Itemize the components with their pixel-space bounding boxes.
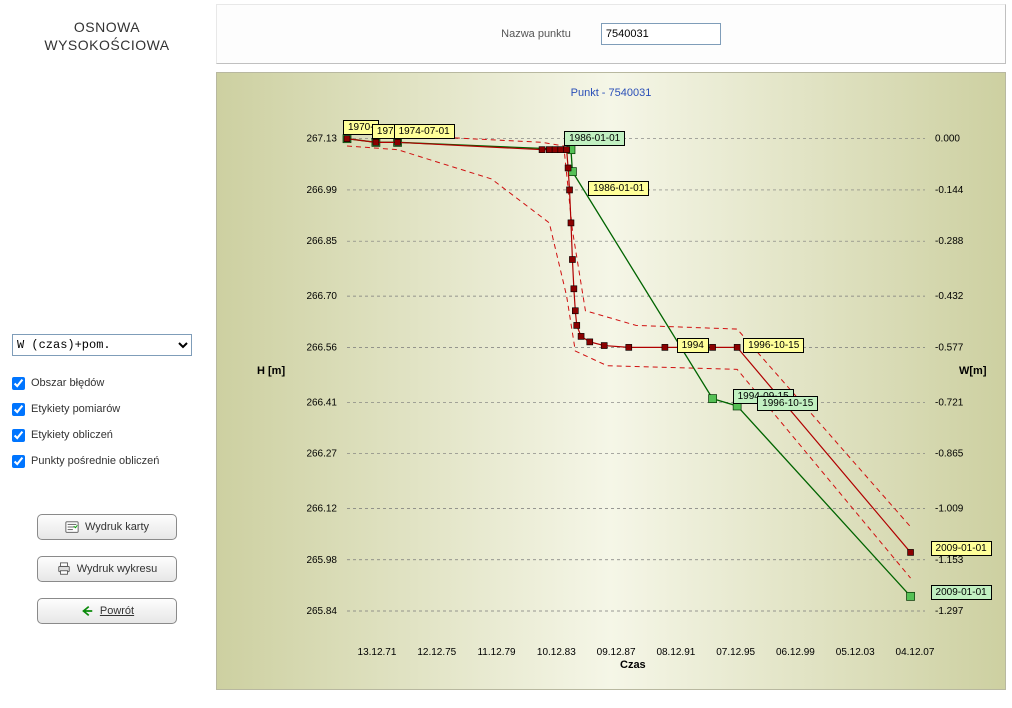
point-name-label: Nazwa punktu	[501, 28, 571, 40]
svg-text:-0.865: -0.865	[935, 449, 964, 460]
display-options: Obszar błędów Etykiety pomiarów Etykiety…	[12, 370, 202, 474]
x-axis-label: Czas	[620, 659, 646, 671]
svg-text:-0.577: -0.577	[935, 342, 964, 353]
svg-text:04.12.07: 04.12.07	[896, 647, 935, 658]
plot-area: 267.13 0.000 266.99 -0.144 266.85 -0.288 266.7…	[217, 107, 1005, 689]
card-icon	[65, 520, 79, 534]
printer-icon	[57, 562, 71, 576]
svg-text:265.84: 265.84	[306, 606, 337, 617]
svg-text:-0.432: -0.432	[935, 291, 964, 302]
svg-text:05.12.03: 05.12.03	[836, 647, 875, 658]
svg-text:-1.009: -1.009	[935, 503, 964, 514]
chart-svg: 267.13 0.000 266.99 -0.144 266.85 -0.288 266.7…	[217, 107, 1005, 689]
svg-text:266.85: 266.85	[306, 236, 337, 247]
svg-text:-0.288: -0.288	[935, 236, 964, 247]
print-chart-label: Wydruk wykresu	[77, 563, 158, 575]
header-panel: Nazwa punktu	[216, 4, 1006, 64]
check-error-area-label: Obszar błędów	[31, 377, 104, 389]
app-title-line1: OSNOWA	[12, 18, 202, 36]
svg-text:266.56: 266.56	[306, 342, 337, 353]
check-error-area-box[interactable]	[12, 377, 25, 390]
print-chart-button[interactable]: Wydruk wykresu	[37, 556, 177, 582]
sidebar-buttons: Wydruk karty Wydruk wykresu Powrót	[12, 514, 202, 624]
svg-text:-0.721: -0.721	[935, 397, 964, 408]
svg-text:12.12.75: 12.12.75	[417, 647, 456, 658]
check-measure-labels-label: Etykiety pomiarów	[31, 403, 120, 415]
sidebar: OSNOWA WYSOKOŚCIOWA W (czas)+pom. Obszar…	[0, 0, 210, 708]
svg-text:-1.153: -1.153	[935, 555, 964, 566]
svg-text:267.13: 267.13	[306, 134, 337, 145]
svg-text:266.99: 266.99	[306, 185, 337, 196]
chart-panel: Punkt - 7540031 267.130.000266.99-0.1442…	[216, 72, 1006, 690]
svg-text:266.27: 266.27	[306, 449, 337, 460]
check-intermediate-points[interactable]: Punkty pośrednie obliczeń	[12, 448, 202, 474]
print-card-label: Wydruk karty	[85, 521, 149, 533]
back-arrow-icon	[80, 604, 94, 618]
svg-text:265.98: 265.98	[306, 555, 337, 566]
svg-text:06.12.99: 06.12.99	[776, 647, 815, 658]
check-calc-labels[interactable]: Etykiety obliczeń	[12, 422, 202, 448]
check-intermediate-points-box[interactable]	[12, 455, 25, 468]
app-title-line2: WYSOKOŚCIOWA	[12, 36, 202, 54]
svg-text:266.70: 266.70	[306, 291, 337, 302]
check-calc-labels-box[interactable]	[12, 429, 25, 442]
chart-title: Punkt - 7540031	[217, 87, 1005, 107]
check-calc-labels-label: Etykiety obliczeń	[31, 429, 113, 441]
check-error-area[interactable]: Obszar błędów	[12, 370, 202, 396]
svg-text:-0.144: -0.144	[935, 185, 964, 196]
svg-text:266.41: 266.41	[306, 397, 337, 408]
svg-text:0.000: 0.000	[935, 134, 960, 145]
mode-select[interactable]: W (czas)+pom.	[12, 334, 192, 356]
y-right-axis-label: W[m]	[959, 365, 987, 377]
svg-text:13.12.71: 13.12.71	[358, 647, 397, 658]
check-intermediate-points-label: Punkty pośrednie obliczeń	[31, 455, 159, 467]
back-button[interactable]: Powrót	[37, 598, 177, 624]
svg-text:-1.297: -1.297	[935, 606, 964, 617]
svg-text:10.12.83: 10.12.83	[537, 647, 576, 658]
svg-text:09.12.87: 09.12.87	[597, 647, 636, 658]
svg-text:07.12.95: 07.12.95	[716, 647, 755, 658]
check-measure-labels[interactable]: Etykiety pomiarów	[12, 396, 202, 422]
back-label: Powrót	[100, 605, 134, 617]
svg-text:11.12.79: 11.12.79	[477, 647, 516, 658]
check-measure-labels-box[interactable]	[12, 403, 25, 416]
svg-text:266.12: 266.12	[306, 503, 337, 514]
svg-text:08.12.91: 08.12.91	[656, 647, 695, 658]
point-name-input[interactable]	[601, 23, 721, 45]
y-left-axis-label: H [m]	[257, 365, 285, 377]
app-title: OSNOWA WYSOKOŚCIOWA	[12, 18, 202, 54]
main-area: Nazwa punktu Punkt - 7540031 267.13 0.000…	[210, 0, 1012, 708]
print-card-button[interactable]: Wydruk karty	[37, 514, 177, 540]
